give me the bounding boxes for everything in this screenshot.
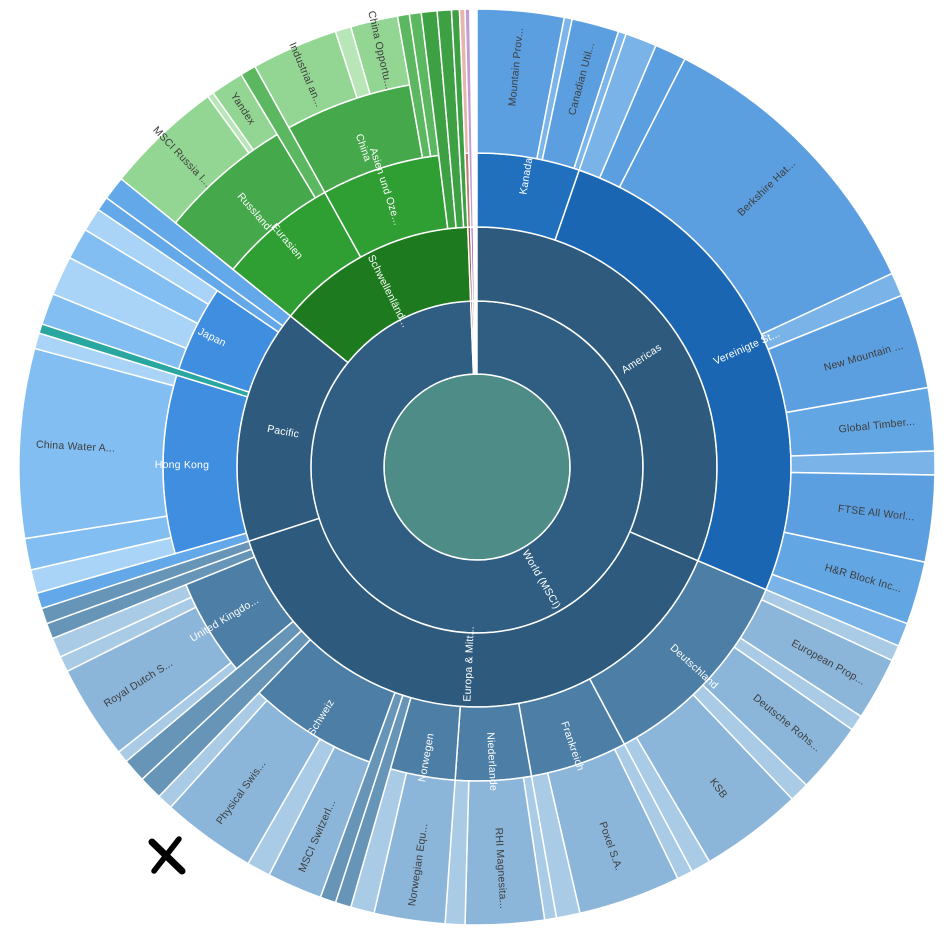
arc-segment[interactable] (464, 8, 474, 228)
x-mark-annotation (148, 836, 186, 875)
sunburst-arcs (18, 8, 936, 926)
x-mark-stroke (151, 836, 182, 874)
arc-hong-kong[interactable] (162, 374, 249, 555)
arc-niederlande[interactable] (454, 702, 533, 782)
center-circle[interactable] (383, 373, 571, 561)
arc-segment[interactable] (790, 450, 936, 476)
